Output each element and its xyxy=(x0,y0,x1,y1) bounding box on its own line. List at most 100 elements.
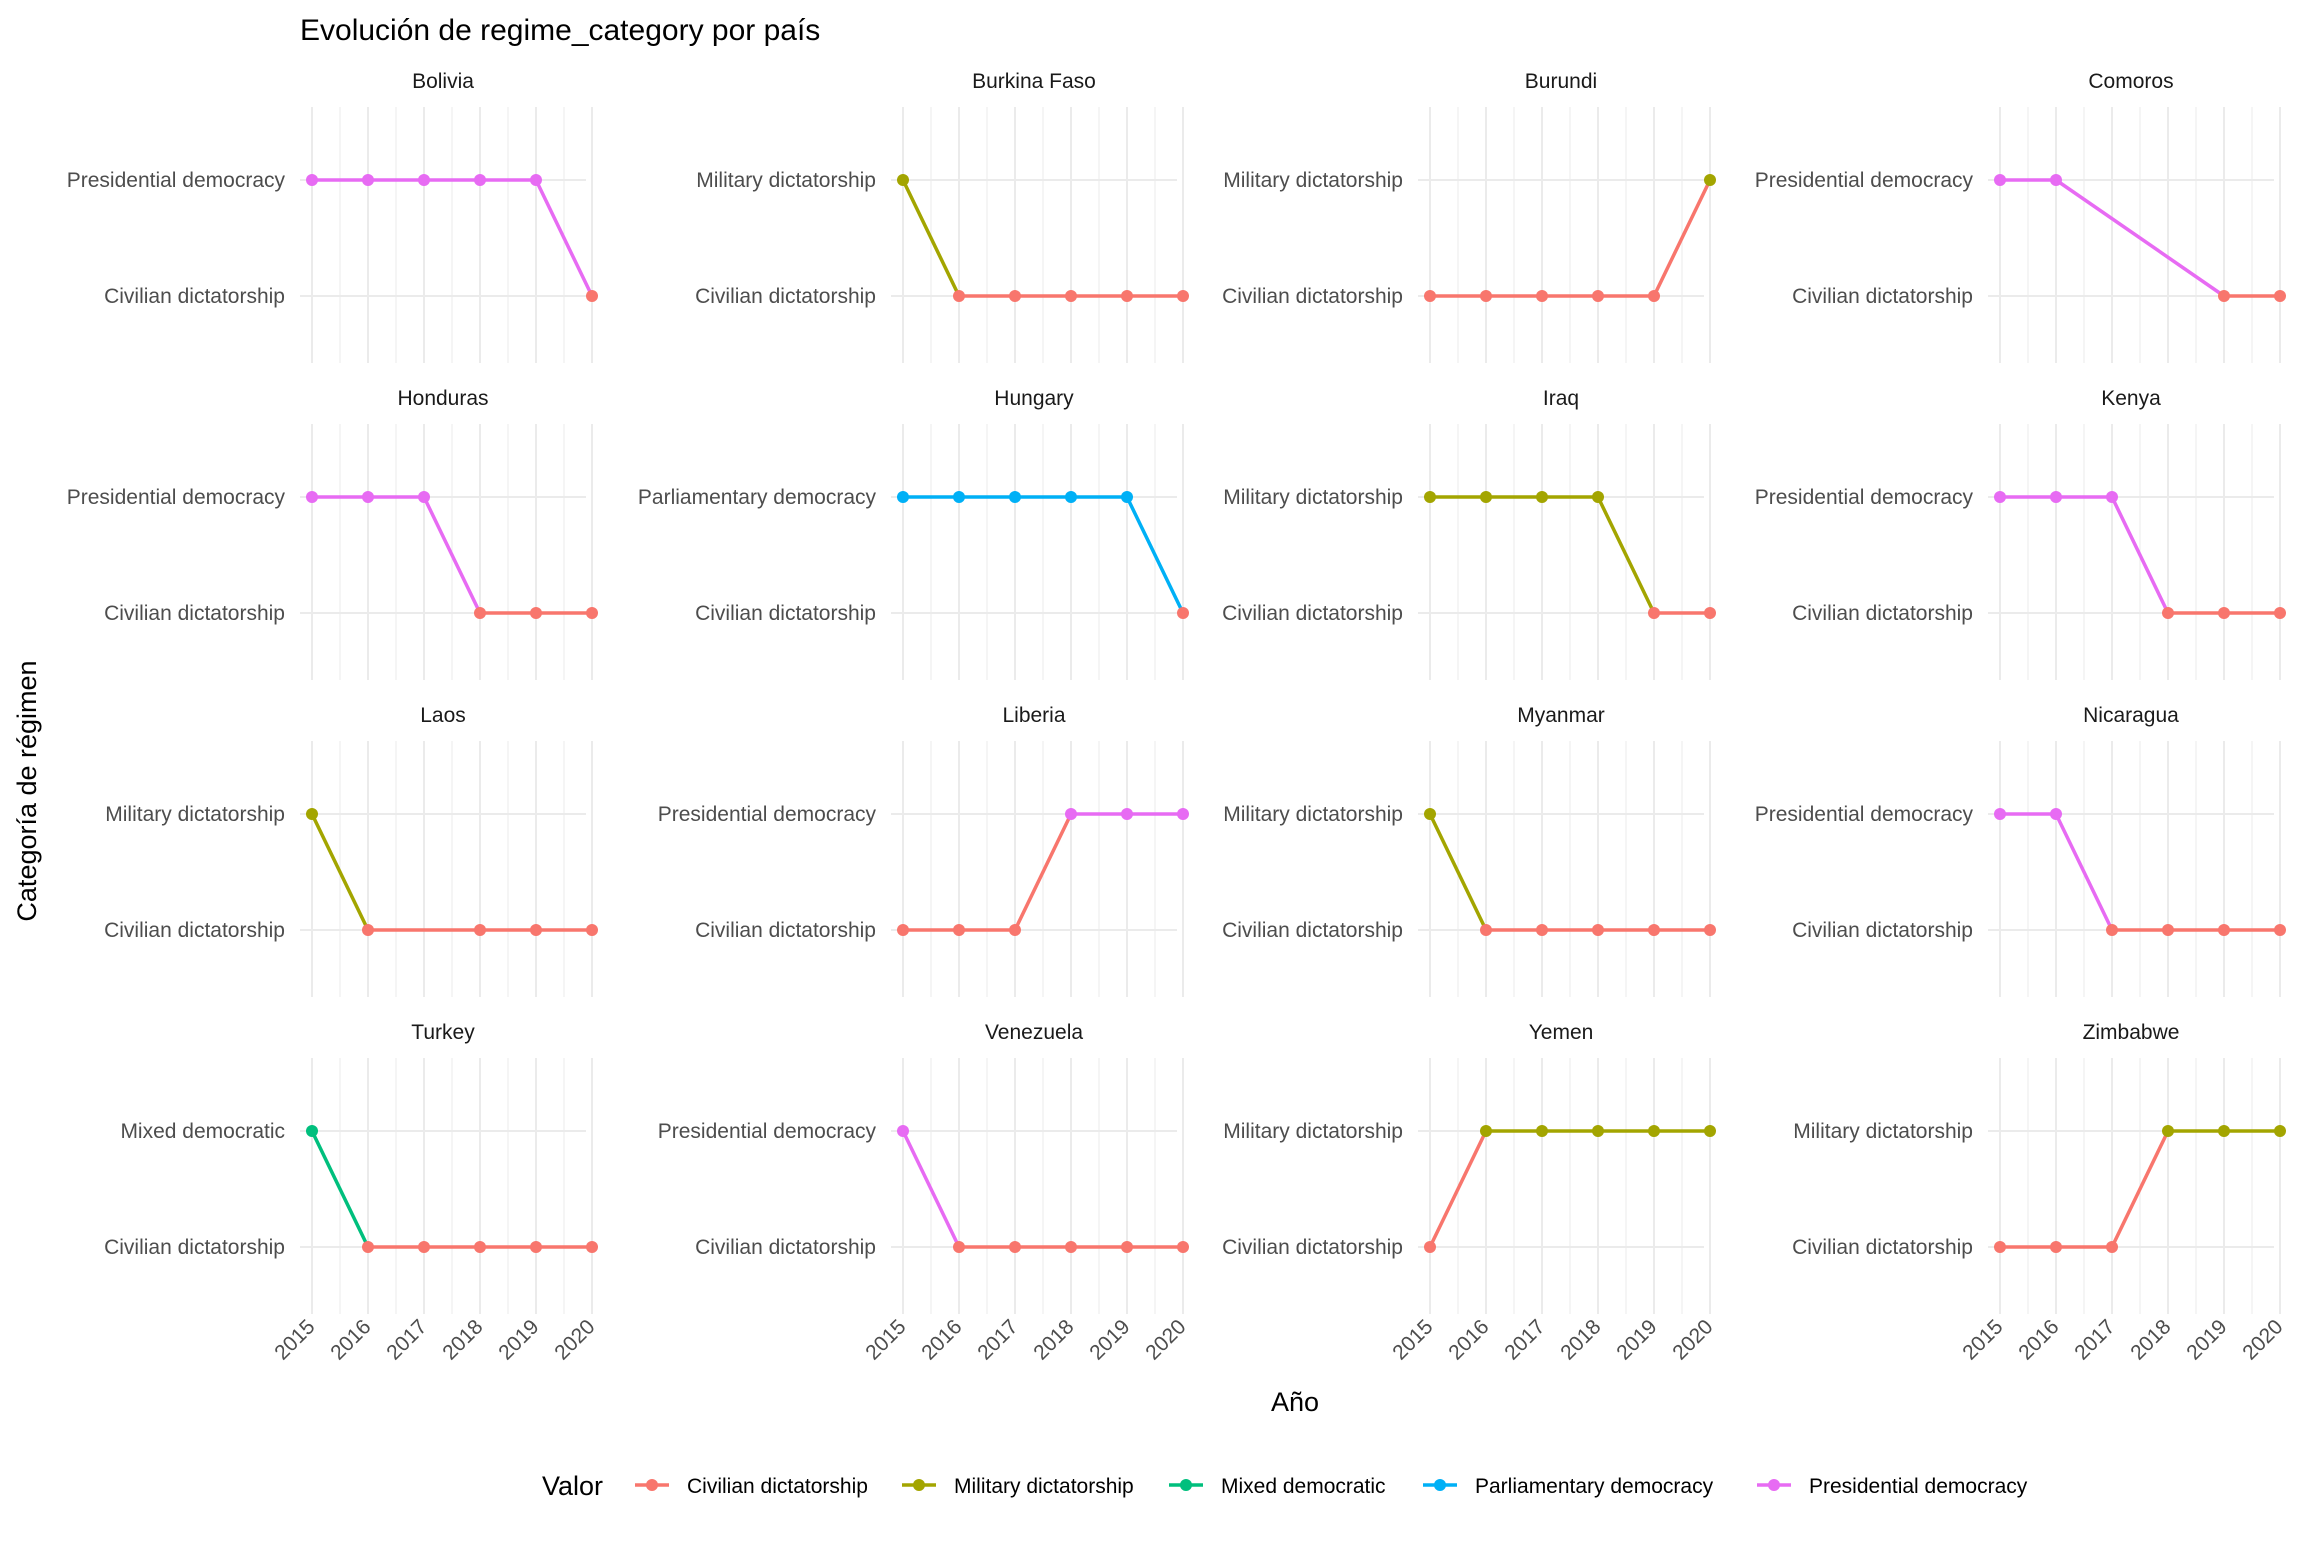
data-point xyxy=(474,924,486,936)
data-point xyxy=(2218,290,2230,302)
x-tick-label: 2016 xyxy=(917,1315,966,1364)
legend-label: Parliamentary democracy xyxy=(1475,1475,1714,1498)
data-point xyxy=(1648,290,1660,302)
legend-item-mixed-democratic: Mixed democratic xyxy=(1169,1475,1386,1498)
x-tick-label: 2020 xyxy=(1668,1315,1717,1364)
data-point xyxy=(2050,1241,2062,1253)
x-tick-label: 2015 xyxy=(861,1315,910,1364)
x-tick-label: 2019 xyxy=(494,1315,543,1364)
data-point xyxy=(2106,924,2118,936)
series-line-segment xyxy=(310,813,370,931)
data-point xyxy=(2050,491,2062,503)
data-point xyxy=(1704,924,1716,936)
y-tick-label: Military dictatorship xyxy=(1793,1120,1973,1143)
facet-title: Burkina Faso xyxy=(972,70,1096,93)
y-tick-label: Civilian dictatorship xyxy=(695,1236,876,1259)
chart-title: Evolución de regime_category por país xyxy=(300,14,820,47)
data-point xyxy=(306,1125,318,1137)
x-tick-label: 2019 xyxy=(1612,1315,1661,1364)
y-tick-label: Parliamentary democracy xyxy=(638,486,877,509)
y-tick-label: Civilian dictatorship xyxy=(1222,919,1403,942)
data-point xyxy=(418,174,430,186)
y-tick-label: Civilian dictatorship xyxy=(104,285,285,308)
y-tick-label: Civilian dictatorship xyxy=(104,919,285,942)
data-point xyxy=(1480,491,1492,503)
data-point xyxy=(1536,1125,1548,1137)
facet-title: Venezuela xyxy=(985,1021,1083,1044)
series-line-segment xyxy=(901,1130,961,1248)
data-point xyxy=(1480,924,1492,936)
data-point xyxy=(1177,290,1189,302)
panel-honduras: Honduras Civilian dictatorship Presidentia… xyxy=(67,387,598,680)
legend-key-point xyxy=(1180,1479,1192,1491)
data-point xyxy=(1009,924,1021,936)
data-point xyxy=(1592,290,1604,302)
data-point xyxy=(2162,1125,2174,1137)
data-point xyxy=(306,808,318,820)
data-point xyxy=(306,174,318,186)
y-tick-label: Civilian dictatorship xyxy=(1792,285,1973,308)
data-point xyxy=(897,1125,909,1137)
data-point xyxy=(1009,1241,1021,1253)
y-tick-label: Civilian dictatorship xyxy=(1222,1236,1403,1259)
data-point xyxy=(1121,290,1133,302)
data-point xyxy=(1424,290,1436,302)
legend-title: Valor xyxy=(542,1471,603,1501)
y-tick-label: Civilian dictatorship xyxy=(104,1236,285,1259)
y-tick-label: Civilian dictatorship xyxy=(104,602,285,625)
panel-zimbabwe: Zimbabwe Civilian dictatorship Military di… xyxy=(1792,1021,2287,1365)
data-point xyxy=(2050,808,2062,820)
legend-label: Civilian dictatorship xyxy=(687,1475,868,1498)
data-point xyxy=(474,607,486,619)
legend-label: Mixed democratic xyxy=(1221,1475,1386,1498)
data-point xyxy=(1424,491,1436,503)
data-point xyxy=(586,924,598,936)
data-point xyxy=(1480,1125,1492,1137)
series-line-segment xyxy=(2055,178,2225,298)
legend-key-point xyxy=(1434,1479,1446,1491)
y-tick-label: Presidential democracy xyxy=(1755,486,1974,509)
data-point xyxy=(1994,491,2006,503)
facet-title: Yemen xyxy=(1529,1021,1594,1044)
data-point xyxy=(953,1241,965,1253)
y-tick-label: Military dictatorship xyxy=(1223,169,1403,192)
y-tick-label: Civilian dictatorship xyxy=(1222,285,1403,308)
data-point xyxy=(1065,808,1077,820)
facet-title: Zimbabwe xyxy=(2083,1021,2180,1044)
data-point xyxy=(530,1241,542,1253)
data-point xyxy=(1592,924,1604,936)
panel-venezuela: Venezuela Civilian dictatorship Presidenti… xyxy=(658,1021,1191,1365)
x-tick-label: 2015 xyxy=(1388,1315,1437,1364)
data-point xyxy=(1994,174,2006,186)
legend-item-military-dictatorship: Military dictatorship xyxy=(902,1475,1134,1498)
data-point xyxy=(1648,1125,1660,1137)
data-point xyxy=(2162,924,2174,936)
y-tick-label: Civilian dictatorship xyxy=(695,285,876,308)
series-line-segment xyxy=(534,179,594,297)
data-point xyxy=(1009,290,1021,302)
data-point xyxy=(953,290,965,302)
x-tick-label: 2016 xyxy=(1444,1315,1493,1364)
y-tick-label: Mixed democratic xyxy=(120,1120,285,1143)
x-tick-label: 2017 xyxy=(2070,1315,2119,1364)
data-point xyxy=(1177,808,1189,820)
data-point xyxy=(1648,607,1660,619)
data-point xyxy=(1994,1241,2006,1253)
legend-key-point xyxy=(1768,1479,1780,1491)
data-point xyxy=(897,491,909,503)
data-point xyxy=(1704,1125,1716,1137)
y-tick-label: Presidential democracy xyxy=(1755,803,1974,826)
series-line-segment xyxy=(2054,813,2114,931)
data-point xyxy=(1065,1241,1077,1253)
data-point xyxy=(2218,1125,2230,1137)
x-tick-label: 2017 xyxy=(382,1315,431,1364)
data-point xyxy=(1121,491,1133,503)
data-point xyxy=(1177,1241,1189,1253)
series-line-segment xyxy=(1596,496,1656,614)
data-point xyxy=(897,924,909,936)
data-point xyxy=(474,174,486,186)
data-point xyxy=(530,924,542,936)
x-tick-label: 2016 xyxy=(326,1315,375,1364)
panel-burkina-faso: Burkina Faso Civilian dictatorship Militar… xyxy=(695,70,1189,363)
